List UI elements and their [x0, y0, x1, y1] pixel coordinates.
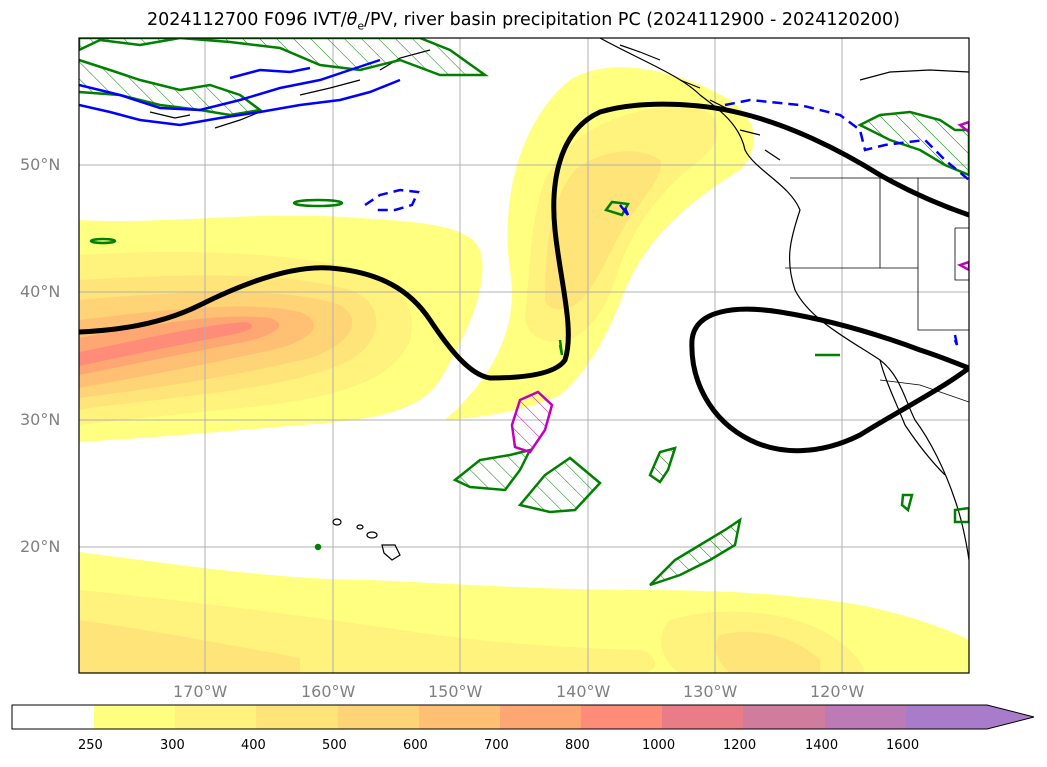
colorbar-label-600: 600	[403, 738, 428, 753]
ivt-fill-west-plume	[79, 215, 483, 442]
colorbar-label-400: 400	[241, 738, 266, 753]
colorbar-label-700: 700	[484, 738, 509, 753]
lat-label-50n: 50°N	[20, 155, 61, 174]
hawaii-islands	[332, 518, 401, 561]
colorbar-label-1000: 1000	[642, 738, 676, 753]
ivt-fill-atmospheric-river	[445, 67, 754, 421]
lon-label-160w: 160°W	[301, 682, 356, 701]
map-frame	[78, 37, 970, 674]
pv-positive-contours	[79, 38, 969, 587]
lon-label-140w: 140°W	[556, 682, 611, 701]
lon-label-170w: 170°W	[173, 682, 228, 701]
political-borders	[785, 177, 969, 403]
colorbar-label-1400: 1400	[805, 738, 839, 753]
lat-label-20n: 20°N	[20, 537, 61, 556]
theta-e-contours	[79, 101, 969, 454]
colorbar-label-800: 800	[565, 738, 590, 753]
ivt-fill-south-band	[79, 552, 969, 673]
colorbar-label-300: 300	[160, 738, 185, 753]
lat-label-30n: 30°N	[20, 410, 61, 429]
lat-label-40n: 40°N	[20, 282, 61, 301]
precip-contours	[510, 120, 969, 454]
colorbar-label-1200: 1200	[723, 738, 757, 753]
lon-label-120w: 120°W	[810, 682, 865, 701]
colorbar	[11, 704, 1035, 730]
coastlines	[149, 38, 969, 561]
colorbar-label-500: 500	[322, 738, 347, 753]
map-title: 2024112700 F096 IVT/θe/PV, river basin p…	[146, 10, 901, 33]
lon-label-130w: 130°W	[683, 682, 738, 701]
colorbar-label-1600: 1600	[886, 738, 920, 753]
lon-label-150w: 150°W	[428, 682, 483, 701]
colorbar-label-250: 250	[78, 738, 103, 753]
